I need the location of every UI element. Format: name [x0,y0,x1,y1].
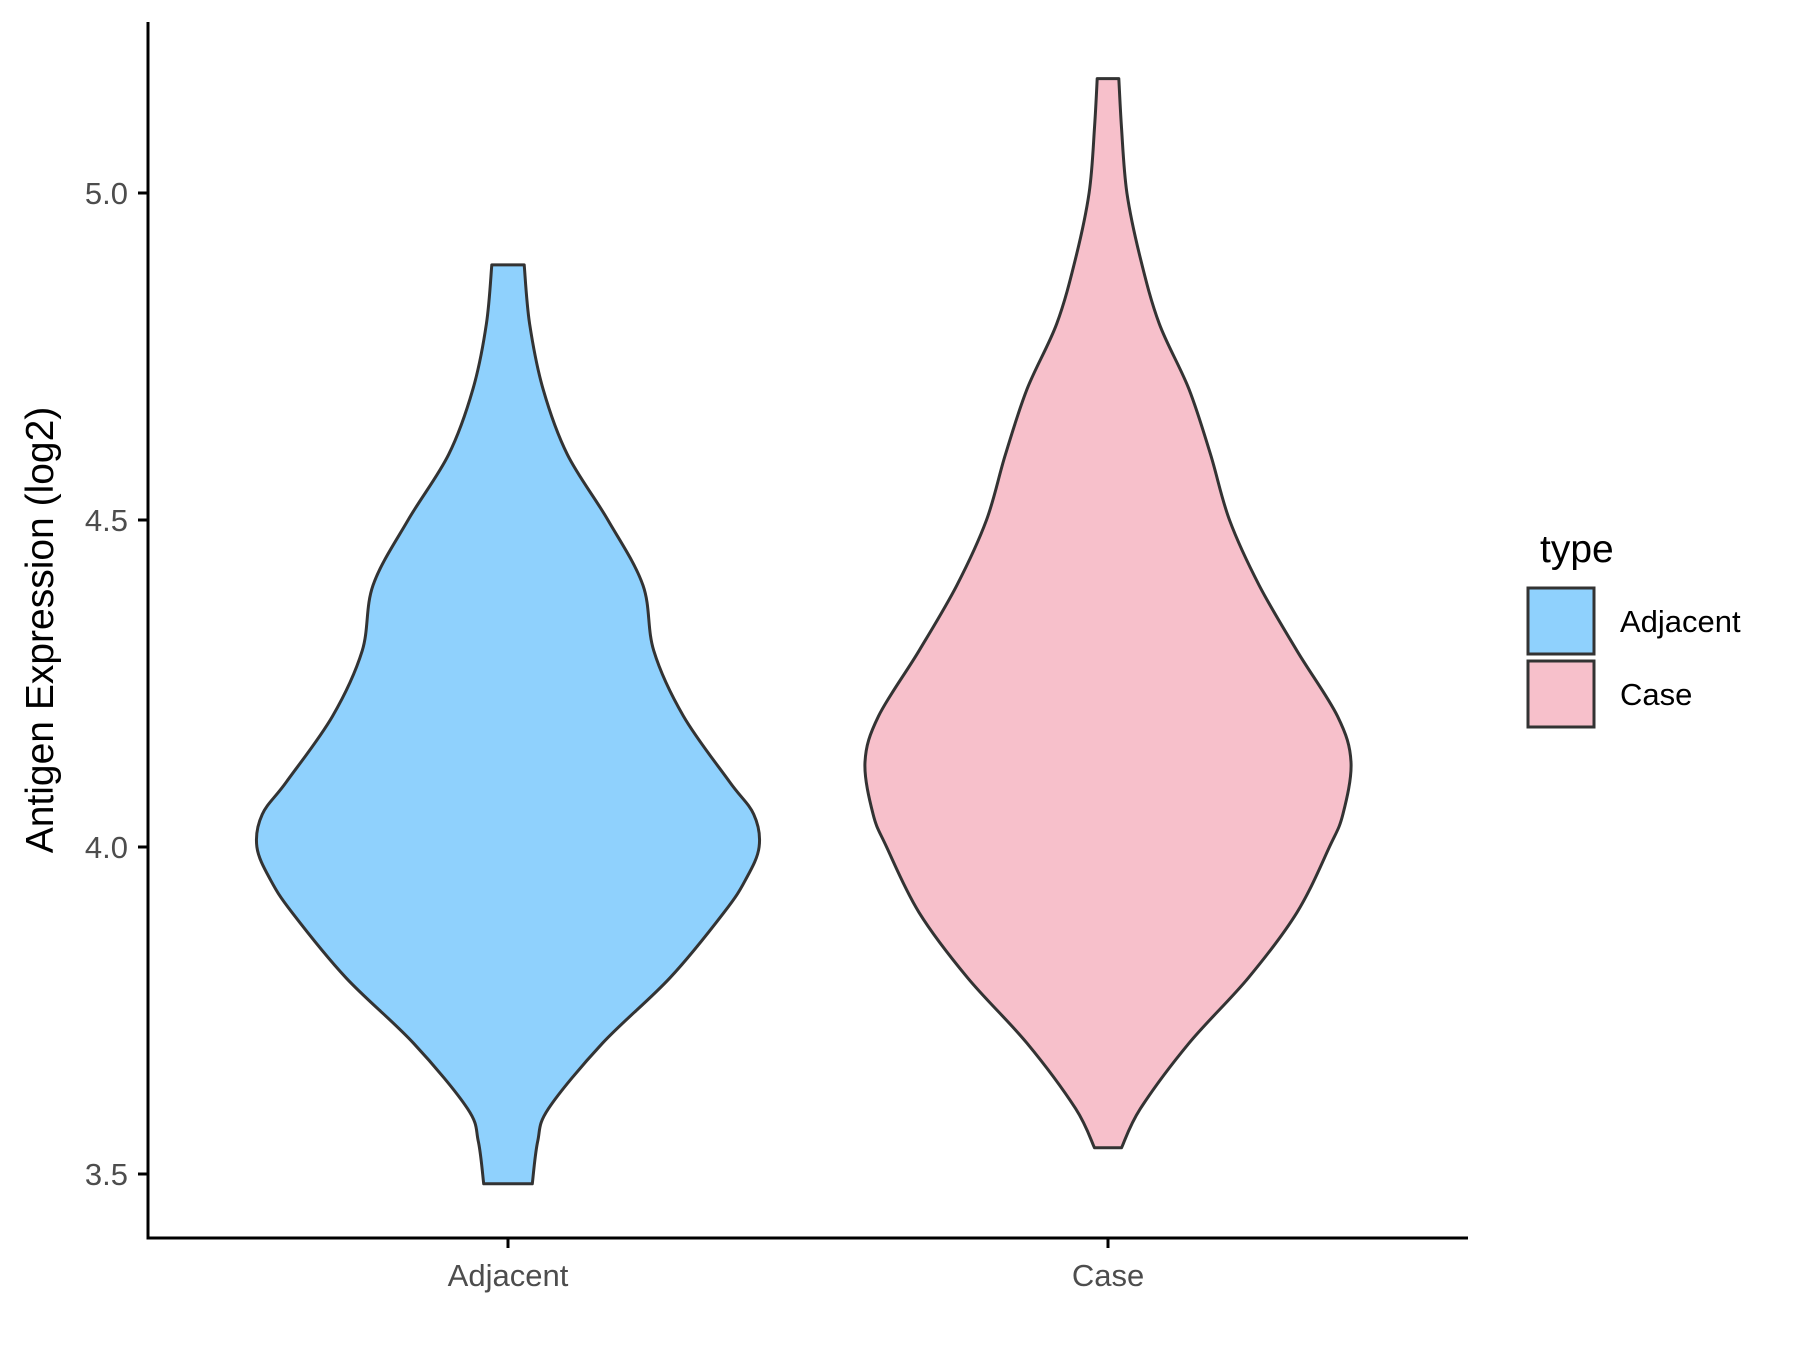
y-tick-label: 4.5 [85,503,128,538]
x-tick-label-adjacent: Adjacent [448,1258,569,1293]
legend-key-adjacent [1526,586,1596,656]
violin-case [863,77,1353,1150]
y-axis-title: Antigen Expression (log2) [19,407,62,854]
violin-adjacent [254,263,762,1186]
legend-label-adjacent: Adjacent [1620,604,1741,639]
legend-title: type [1540,528,1614,571]
legend: type Adjacent Case [1526,528,1741,729]
x-ticks: Adjacent Case [448,1238,1144,1293]
axes-layer [146,22,1468,1240]
y-tick-label: 3.5 [85,1157,128,1192]
violins-layer [254,77,1353,1186]
legend-key-case [1526,659,1596,729]
y-ticks: 3.5 4.0 4.5 5.0 [85,176,148,1192]
legend-items: Adjacent Case [1526,586,1741,729]
legend-label-case: Case [1620,677,1692,712]
y-tick-label: 4.0 [85,830,128,865]
y-tick-label: 5.0 [85,176,128,211]
x-tick-label-case: Case [1072,1258,1144,1293]
